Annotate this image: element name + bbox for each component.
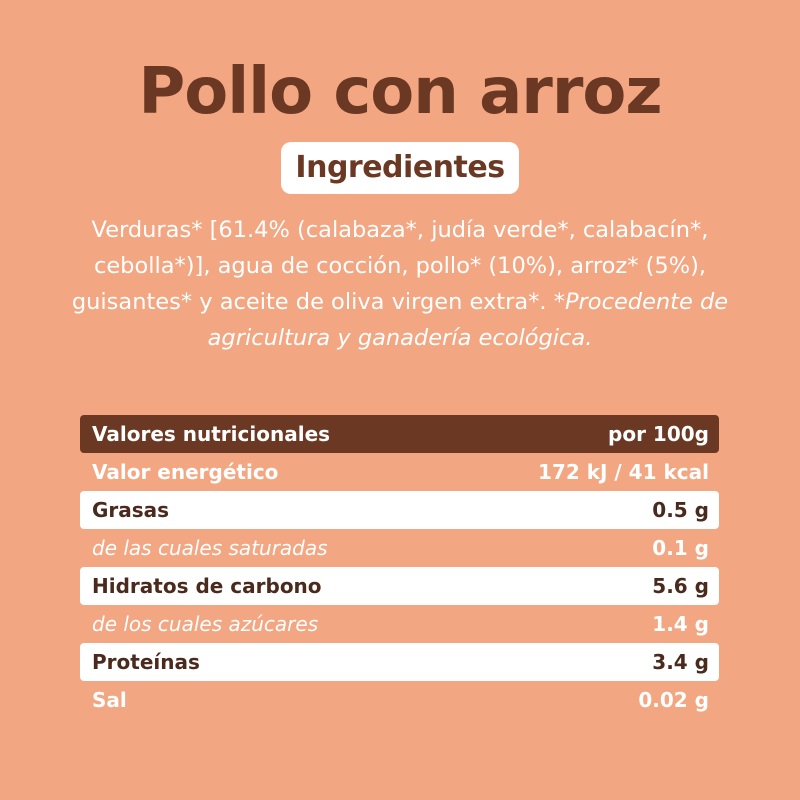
ingredients-list: Verduras* [61.4% (calabaza*, judía verde…	[71, 217, 709, 315]
nutrition-row-value: 172 kJ / 41 kcal	[538, 460, 709, 484]
nutrition-row-value: 0.02 g	[638, 688, 709, 712]
nutrition-row-label: Grasas	[92, 498, 170, 522]
nutrition-row-label: Hidratos de carbono	[92, 574, 322, 598]
ingredients-badge: Ingredientes	[281, 142, 519, 194]
nutrition-row-label: Valor energético	[92, 460, 279, 484]
nutrition-row-carbs: Hidratos de carbono 5.6 g	[80, 567, 719, 605]
nutrition-row-value: 3.4 g	[652, 650, 709, 674]
nutrition-row-sugars: de los cuales azúcares 1.4 g	[80, 605, 719, 643]
nutrition-row-label: Sal	[92, 688, 127, 712]
nutrition-row-proteins: Proteínas 3.4 g	[80, 643, 719, 681]
nutrition-row-energy: Valor energético 172 kJ / 41 kcal	[80, 453, 719, 491]
ingredients-text: Verduras* [61.4% (calabaza*, judía verde…	[70, 212, 730, 356]
product-title: Pollo con arroz	[138, 55, 662, 129]
nutrition-row-saturated: de las cuales saturadas 0.1 g	[80, 529, 719, 567]
nutrition-row-value: 0.5 g	[652, 498, 709, 522]
ingredients-badge-wrap: Ingredientes	[0, 142, 800, 194]
ingredients-note: *Procedente de agricultura y ganadería e…	[207, 289, 729, 351]
nutrition-row-label: de los cuales azúcares	[92, 612, 319, 636]
nutrition-row-fats: Grasas 0.5 g	[80, 491, 719, 529]
nutrition-header-row: Valores nutricionales por 100g	[80, 415, 719, 453]
nutrition-row-value: 5.6 g	[652, 574, 709, 598]
nutrition-table: Valores nutricionales por 100g Valor ene…	[80, 415, 719, 719]
nutrition-header-value: por 100g	[608, 422, 709, 446]
nutrition-row-salt: Sal 0.02 g	[80, 681, 719, 719]
nutrition-row-value: 0.1 g	[652, 536, 709, 560]
nutrition-row-label: de las cuales saturadas	[92, 536, 328, 560]
nutrition-row-value: 1.4 g	[652, 612, 709, 636]
nutrition-row-label: Proteínas	[92, 650, 200, 674]
nutrition-header-label: Valores nutricionales	[92, 422, 331, 446]
